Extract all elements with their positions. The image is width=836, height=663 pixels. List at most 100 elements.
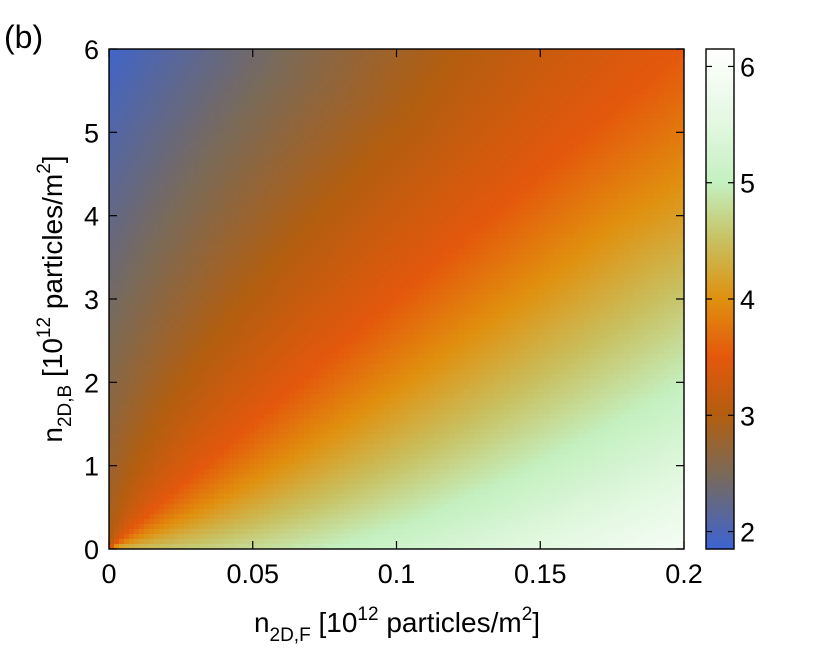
heatmap-cell <box>119 479 125 485</box>
heatmap-cell <box>294 429 300 435</box>
heatmap-cell <box>229 439 235 445</box>
heatmap-cell <box>214 94 220 100</box>
heatmap-cell <box>264 539 270 545</box>
heatmap-cell <box>279 129 285 135</box>
heatmap-cell <box>134 309 140 315</box>
heatmap-cell <box>249 534 255 540</box>
heatmap-cell <box>184 84 190 90</box>
heatmap-cell <box>149 264 155 270</box>
heatmap-cell <box>159 434 165 440</box>
heatmap-cell <box>344 304 350 310</box>
heatmap-cell <box>199 69 205 75</box>
heatmap-cell <box>339 449 345 455</box>
heatmap-cell <box>129 264 135 270</box>
heatmap-cell <box>324 99 330 105</box>
heatmap-cell <box>229 504 235 510</box>
heatmap-cell <box>219 434 225 440</box>
heatmap-cell <box>349 144 355 150</box>
heatmap-cell <box>309 514 315 520</box>
heatmap-cell <box>309 49 315 55</box>
heatmap-cell <box>354 399 360 405</box>
heatmap-cell <box>199 294 205 300</box>
heatmap-cell <box>154 114 160 120</box>
heatmap-cell <box>174 379 180 385</box>
heatmap-cell <box>354 364 360 370</box>
heatmap-cell <box>124 369 130 375</box>
heatmap-cell <box>279 504 285 510</box>
heatmap-cell <box>129 99 135 105</box>
heatmap-cell <box>139 304 145 310</box>
heatmap-cell <box>184 49 190 55</box>
heatmap-cell <box>254 404 260 410</box>
heatmap-cell <box>344 334 350 340</box>
heatmap-cell <box>219 114 225 120</box>
heatmap-cell <box>174 389 180 395</box>
heatmap-cell <box>164 484 170 490</box>
heatmap-cell <box>259 524 265 530</box>
heatmap-cell <box>129 484 135 490</box>
heatmap-cell <box>134 79 140 85</box>
heatmap-cell <box>199 424 205 430</box>
heatmap-cell <box>244 374 250 380</box>
heatmap-cell <box>224 254 230 260</box>
heatmap-cell <box>114 119 120 125</box>
heatmap-cell <box>199 509 205 515</box>
heatmap-cell <box>319 489 325 495</box>
heatmap-cell <box>274 379 280 385</box>
heatmap-cell <box>139 384 145 390</box>
heatmap-cell <box>269 139 275 145</box>
heatmap-cell <box>244 339 250 345</box>
heatmap-cell <box>319 509 325 515</box>
heatmap-cell <box>204 449 210 455</box>
heatmap-cell <box>154 124 160 130</box>
heatmap-cell <box>349 239 355 245</box>
heatmap-cell <box>179 124 185 130</box>
heatmap-cell <box>219 479 225 485</box>
heatmap-cell <box>329 239 335 245</box>
heatmap-cell <box>159 64 165 70</box>
heatmap-cell <box>204 254 210 260</box>
heatmap-cell <box>174 134 180 140</box>
heatmap-cell <box>294 249 300 255</box>
heatmap-cell <box>299 474 305 480</box>
heatmap-cell <box>269 419 275 425</box>
heatmap-cell <box>344 169 350 175</box>
heatmap-cell <box>339 484 345 490</box>
heatmap-cell <box>109 79 115 85</box>
heatmap-cell <box>139 444 145 450</box>
heatmap-cell <box>229 469 235 475</box>
heatmap-cell <box>249 104 255 110</box>
heatmap-cell <box>344 534 350 540</box>
heatmap-cell <box>354 344 360 350</box>
heatmap-cell <box>269 404 275 410</box>
heatmap-cell <box>199 99 205 105</box>
heatmap-cell <box>214 539 220 545</box>
heatmap-cell <box>184 229 190 235</box>
heatmap-cell <box>344 79 350 85</box>
heatmap-cell <box>234 384 240 390</box>
heatmap-cell <box>209 349 215 355</box>
heatmap-cell <box>174 424 180 430</box>
heatmap-cell <box>144 459 150 465</box>
heatmap-cell <box>229 539 235 545</box>
heatmap-cell <box>204 399 210 405</box>
heatmap-cell <box>264 164 270 170</box>
heatmap-cell <box>314 154 320 160</box>
heatmap-cell <box>354 309 360 315</box>
heatmap-cell <box>304 424 310 430</box>
heatmap-cell <box>294 314 300 320</box>
heatmap-cell <box>274 399 280 405</box>
heatmap-cell <box>139 309 145 315</box>
heatmap-cell <box>204 484 210 490</box>
heatmap-cell <box>279 394 285 400</box>
heatmap-cell <box>289 94 295 100</box>
heatmap-cell <box>294 479 300 485</box>
heatmap-cell <box>124 269 130 275</box>
heatmap-cell <box>139 329 145 335</box>
heatmap-cell <box>329 359 335 365</box>
heatmap-cell <box>289 244 295 250</box>
heatmap-cell <box>194 79 200 85</box>
heatmap-cell <box>339 119 345 125</box>
heatmap-cell <box>234 304 240 310</box>
heatmap-cell <box>264 534 270 540</box>
